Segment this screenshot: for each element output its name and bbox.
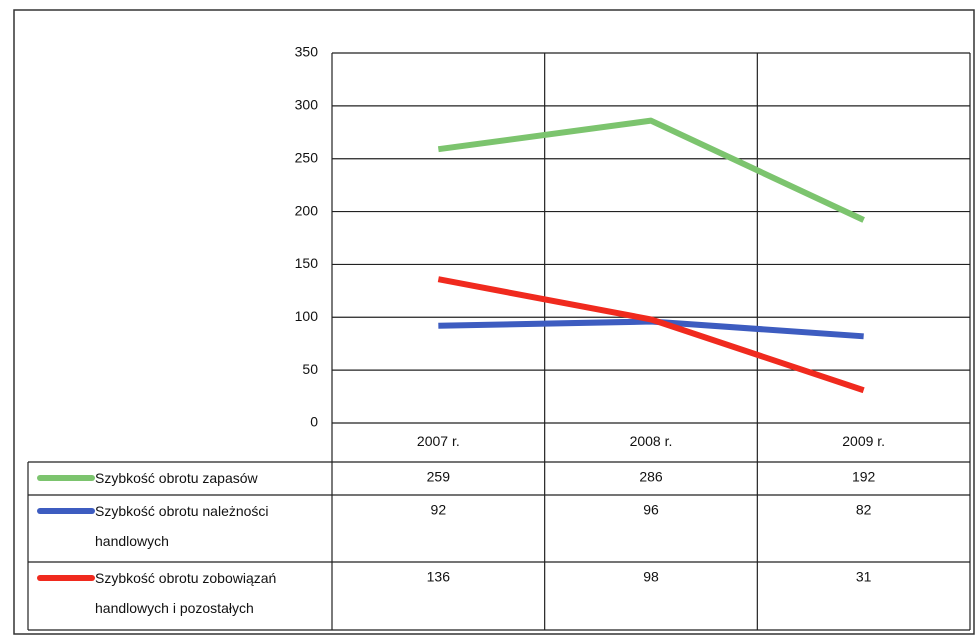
legend-item: Szybkość obrotu zapasów [95, 470, 258, 486]
table-value: 98 [643, 569, 659, 585]
table-value: 92 [431, 502, 447, 518]
y-tick-label: 0 [310, 414, 318, 430]
table-value: 136 [427, 569, 451, 585]
frame [13, 9, 975, 635]
legend-label: Szybkość obrotu zapasów [95, 470, 258, 486]
table-value: 96 [643, 502, 659, 518]
legend-item: Szybkość obrotu należności handlowych [95, 503, 269, 549]
y-tick-label: 100 [295, 308, 319, 324]
legend-label: Szybkość obrotu należności handlowych [95, 503, 269, 549]
series-line [437, 117, 865, 223]
legend-item: Szybkość obrotu zobowiązań handlowych i … [95, 570, 277, 616]
table-value: 286 [639, 469, 663, 485]
y-tick-label: 300 [295, 97, 319, 113]
table-value: 31 [856, 569, 872, 585]
y-tick-label: 150 [295, 255, 319, 271]
y-tick-label: 250 [295, 149, 319, 165]
x-tick-label: 2008 r. [630, 433, 673, 449]
legend-label: Szybkość obrotu zobowiązań handlowych i … [95, 570, 277, 616]
x-tick-label: 2007 r. [417, 433, 460, 449]
y-tick-label: 200 [295, 202, 319, 218]
series-line [438, 318, 864, 340]
y-tick-label: 350 [295, 44, 319, 60]
table-value: 192 [852, 469, 876, 485]
series-line [437, 276, 865, 394]
table-value: 259 [427, 469, 451, 485]
y-tick-label: 50 [302, 361, 318, 377]
x-tick-label: 2009 r. [842, 433, 885, 449]
table-value: 82 [856, 502, 872, 518]
